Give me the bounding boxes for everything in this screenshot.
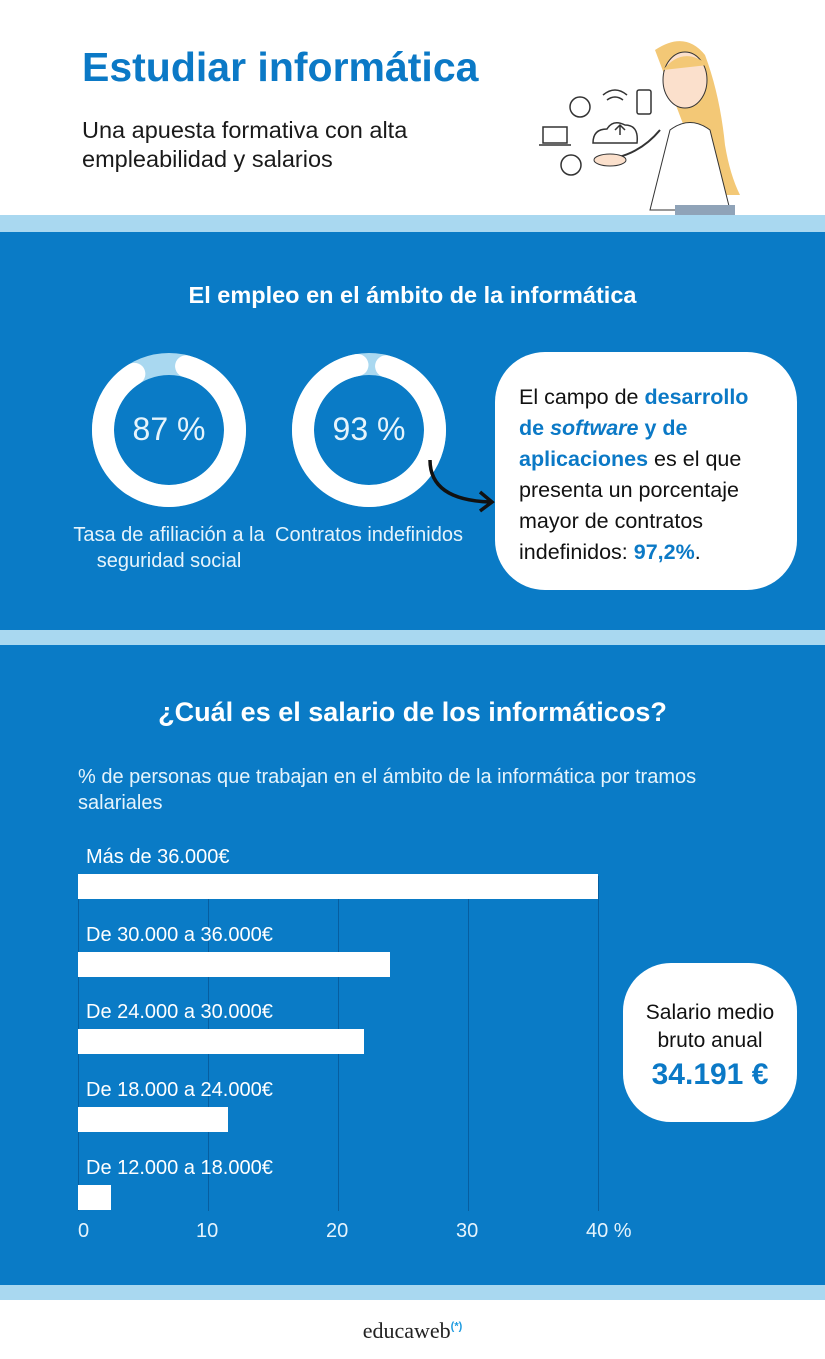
salary-bar-chart: 0 10 20 30 40 % Más de 36.000€ De 30.000 a 36.… [0,840,660,1260]
arrow-icon [428,459,495,513]
ring-label-affiliation: Tasa de afiliación a la seguridad social [73,524,265,572]
cloud-icon [592,122,638,144]
callout-text: El campo de [519,385,645,409]
ring-fill [92,353,246,508]
ring-value-contracts: 93 % [332,411,406,447]
salary-title: ¿Cuál es el salario de los informáticos? [158,697,667,727]
grid-line [598,876,599,1211]
page-title: Estudiar informática [82,44,479,90]
divider-band [0,1285,825,1300]
chart-title: % de personas que trabajan en el ámbito … [78,766,697,814]
bar-label: De 30.000 a 36.000€ [86,923,273,946]
bar-label: De 12.000 a 18.000€ [86,1156,273,1179]
page-subtitle: Una apuesta formativa con alta empleabil… [82,117,408,172]
x-tick-label: 30 [456,1220,479,1242]
grid-line [468,876,469,1211]
ring-label-contracts: Contratos indefinidos [275,524,463,546]
user-icon [569,96,591,118]
bar-label: De 18.000 a 24.000€ [86,1079,273,1102]
logo-text: educaweb [362,1318,451,1343]
average-salary-label: Salario medio [645,1001,775,1024]
bar-label: De 24.000 a 30.000€ [86,1001,273,1024]
bar [78,951,390,977]
callout-percentage: 97,2% [633,540,695,564]
bar-label: Más de 36.000€ [86,846,230,868]
bar [78,1107,228,1133]
ring-value-affiliation: 87 % [132,411,206,447]
callout-text: es el que presenta un porcentaje mayor d… [519,447,742,564]
bar [78,1029,364,1055]
employment-title: El empleo en el ámbito de la informática [188,282,637,308]
x-tick-label: 40 % [586,1220,632,1242]
laptop-icon [542,126,568,144]
average-salary-box: Salario medio bruto anual 34.191 € [623,963,797,1122]
average-salary-value: 34.191 € [651,1058,769,1091]
educaweb-logo: educaweb(*) [0,1318,825,1344]
ring-fill [292,353,446,508]
callout-box: El campo de desarrollo de software y de … [495,352,797,590]
logo-mark: (*) [450,1320,463,1333]
x-tick-label: 10 [196,1220,219,1242]
bar [78,874,598,899]
x-tick-label: 0 [78,1220,90,1242]
phone-icon [636,89,652,115]
bar [78,1184,111,1210]
callout-highlight-italic: software [550,416,639,440]
divider-band [0,215,825,232]
average-salary-label: bruto anual [657,1029,763,1052]
callout-highlight: y de aplicaciones [519,416,688,471]
divider-band [0,630,825,645]
callout-text: . [694,540,701,564]
globe-icon [560,154,582,176]
wifi-icon [602,89,628,101]
x-tick-label: 20 [326,1220,349,1242]
rings-svg [92,353,446,508]
woman-with-tech-icons-illustration [539,41,740,217]
callout-highlight: desarrollo de [519,385,749,440]
